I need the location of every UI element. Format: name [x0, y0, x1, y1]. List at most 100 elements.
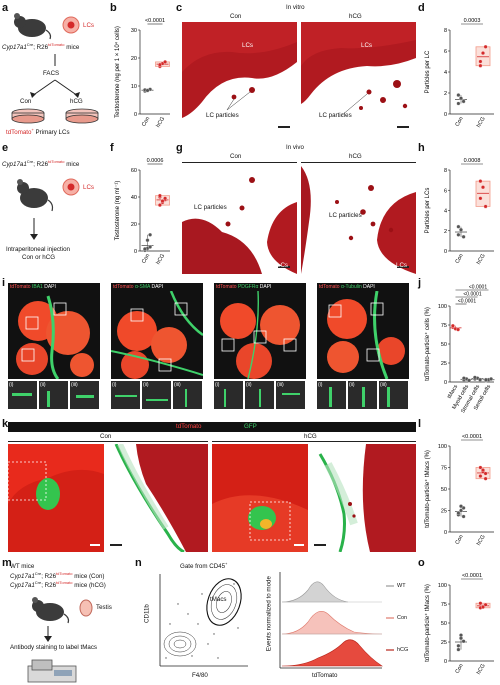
- lcs-label-c-hcg: LCs: [361, 42, 373, 49]
- antibody-label: Antibody staining to label tMacs: [10, 644, 98, 651]
- y-tick-label: 0: [134, 249, 137, 255]
- panel-c: In vitro Con LCs LC particles hCG LCs: [182, 4, 416, 138]
- if-panel-atubulin: tdTomato α-Tubulin DAPI: [317, 283, 409, 379]
- y-tick-label: 100: [438, 444, 447, 450]
- y-tick-label: 8: [444, 168, 447, 174]
- data-point: [461, 376, 466, 381]
- hcg-micrograph-c: hCG LCs LC particles: [301, 12, 416, 134]
- injection-label-1: Intraperitoneal injection: [6, 246, 70, 253]
- data-point: [142, 247, 147, 251]
- tmacs-gate-label: tMacs: [210, 596, 227, 603]
- hcg-label-g: hCG: [349, 153, 362, 160]
- p-value-label: <0.0001: [462, 434, 482, 440]
- if-header-3-a: tdTomato: [319, 284, 340, 290]
- x-tick-label: hCG: [476, 253, 487, 266]
- range-box: [475, 46, 491, 67]
- if-header-2-b: PDGFRα: [237, 284, 259, 290]
- injection-arrow: [30, 218, 38, 240]
- chart-f-testosterone-in-vivo: Testosterone (ng ml⁻¹) 0 20 40 60 Con hCG 0.000…: [115, 158, 170, 266]
- data-point: [478, 63, 483, 68]
- data-point: [461, 99, 466, 104]
- panel-n: Gate from CD45+ CD11b tMacs F4/80 Events…: [140, 560, 416, 685]
- k-con-micrograph: [8, 444, 104, 552]
- x-tick-label: Con: [141, 116, 151, 128]
- data-point: [483, 602, 488, 607]
- inset-label-3-ii: (ii): [349, 382, 355, 388]
- data-point: [483, 204, 488, 209]
- particles-label-g-con: LC particles: [194, 204, 227, 211]
- p-value-label: 0.0003: [464, 18, 481, 24]
- if-panel-asma: tdTomato α-SMA DAPI: [111, 283, 203, 379]
- inset-label-2-ii: (ii): [246, 382, 252, 388]
- data-point: [456, 511, 461, 516]
- x-tick-label: Con: [454, 253, 464, 265]
- mouse-genotype-label-e: Cyp17a1Cre; R26tdTomato mice: [2, 159, 80, 169]
- x-tick-label: Con: [454, 534, 464, 546]
- panel-label-c: c: [176, 2, 183, 14]
- hist-y-axis-label: Events normalized to mode: [265, 576, 273, 652]
- data-point: [456, 224, 461, 229]
- inset-label-0-i: (i): [9, 382, 14, 388]
- y-tick-label: 2: [444, 229, 447, 235]
- cd11b-axis-label: CD11b: [143, 604, 151, 623]
- inset-label-0-ii: (ii): [40, 382, 46, 388]
- y-tick-label: 75: [441, 323, 447, 329]
- y-tick-label: 0: [444, 530, 447, 536]
- data-point: [145, 238, 150, 243]
- data-point: [481, 185, 485, 190]
- y-tick-label: 25: [441, 640, 447, 646]
- p-value-label: <0.0001: [462, 573, 482, 579]
- y-tick-label: 0: [444, 112, 447, 118]
- panel-label-f: f: [110, 142, 114, 154]
- data-point: [459, 96, 463, 101]
- con-label-c: Con: [230, 13, 242, 20]
- data-point: [456, 232, 461, 237]
- data-point: [472, 375, 477, 380]
- y-tick-label: 50: [441, 487, 447, 493]
- panel-i: tdTomato IBA1 DAPI tdTomato α-SMA DAPI t…: [8, 283, 416, 415]
- y-tick-label: 20: [131, 56, 137, 62]
- inset-label-1-iii: (iii): [174, 382, 181, 388]
- lcs-label-g-hcg: LCs: [396, 262, 408, 269]
- con-label-g: Con: [230, 153, 242, 160]
- mouse-icon: [14, 13, 52, 40]
- y-tick-label: 25: [441, 509, 447, 515]
- legend-hcg: hCG: [397, 647, 409, 653]
- y-tick-label: 2: [444, 91, 447, 97]
- data-point: [483, 377, 488, 382]
- data-point: [483, 476, 488, 481]
- data-point: [478, 179, 483, 184]
- y-tick-label: 50: [441, 342, 447, 348]
- k-hcg-label: hCG: [304, 433, 317, 440]
- facs-label: FACS: [43, 70, 60, 77]
- data-point: [461, 234, 466, 239]
- data-point: [160, 199, 165, 203]
- y-axis-label: Particles per LCs: [425, 188, 431, 234]
- particles-label-g-hcg: LC particles: [329, 212, 362, 219]
- if-header-1-a: tdTomato: [113, 284, 134, 290]
- data-point: [456, 327, 461, 332]
- inset-label-1-ii: (ii): [143, 382, 149, 388]
- y-tick-label: 100: [438, 304, 447, 310]
- data-point: [461, 514, 466, 519]
- testis-label: Testis: [96, 604, 112, 611]
- if-header-3-b: α-Tubulin: [340, 284, 362, 290]
- x-tick-label: hCG: [476, 534, 487, 547]
- p-value-label: <0.0001: [469, 285, 487, 291]
- data-point: [467, 378, 472, 383]
- x-tick-label: Con: [141, 253, 151, 265]
- y-tick-label: 0: [134, 112, 137, 118]
- panel-label-b: b: [110, 2, 117, 14]
- data-point: [481, 468, 485, 473]
- data-point: [481, 51, 485, 56]
- p-value-label: 0.0008: [464, 158, 481, 164]
- inset-label-2-iii: (iii): [277, 382, 284, 388]
- panel-label-g: g: [176, 142, 183, 154]
- panel-label-h: h: [418, 142, 425, 154]
- data-point: [456, 647, 461, 652]
- k-header-green: GFP: [244, 423, 257, 430]
- in-vitro-title: In vitro: [286, 4, 305, 11]
- in-vivo-title: In vivo: [286, 144, 304, 151]
- hist-x-axis-label: tdTomato: [312, 672, 338, 679]
- if-header-1-b: α-SMA: [134, 284, 151, 290]
